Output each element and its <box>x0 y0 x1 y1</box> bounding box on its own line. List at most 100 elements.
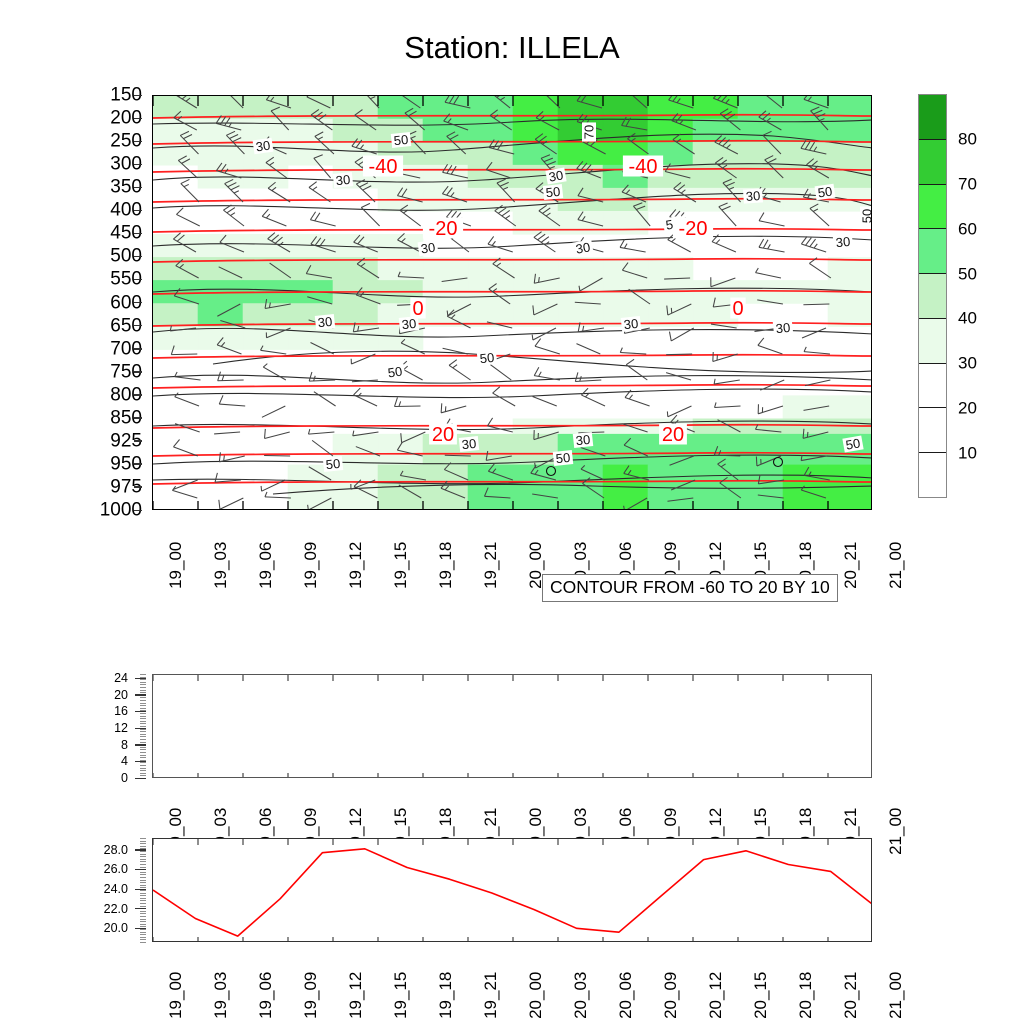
rain-minor-tick <box>140 757 146 759</box>
wind-barb <box>757 337 783 355</box>
svg-text:30: 30 <box>775 320 791 336</box>
pressure-tickmark <box>134 394 142 396</box>
wind-barb <box>310 236 336 253</box>
temp-minor-tick <box>140 931 146 933</box>
wind-barb <box>800 236 827 253</box>
wind-barb <box>442 347 469 355</box>
wind-barb <box>670 479 696 491</box>
pressure-tick-300: 300 <box>110 153 142 175</box>
wind-barb <box>717 458 739 481</box>
colorbar[interactable] <box>918 94 947 498</box>
svg-text:30: 30 <box>575 432 591 448</box>
wind-barb <box>397 233 421 253</box>
contour-closed-marker <box>772 456 784 468</box>
temp-panel <box>152 838 872 942</box>
wind-barb <box>264 298 291 309</box>
wind-barb <box>353 479 378 499</box>
wind-barb <box>440 480 466 499</box>
svg-text:50: 50 <box>555 450 571 466</box>
rain-y-axis-labels: 24 20 16 12 8 4 0 <box>40 672 150 784</box>
temp-xtick-20_03: 20_03 <box>571 971 591 1019</box>
rain-minor-tick <box>140 702 146 704</box>
temp-minor-tick <box>140 879 146 881</box>
wind-barb <box>215 115 242 131</box>
svg-text:0: 0 <box>732 298 743 320</box>
isotherm-2 <box>153 167 871 173</box>
isotherm-9 <box>153 383 871 389</box>
humidity-cell <box>332 326 379 350</box>
wind-barb <box>487 417 513 433</box>
rain-ytickmark <box>135 760 146 763</box>
pressure-tick-750: 750 <box>110 361 142 383</box>
contour-label: 50 <box>860 206 871 226</box>
wind-barb <box>622 423 648 433</box>
temp-plot[interactable] <box>152 838 872 942</box>
rain-plot[interactable] <box>152 674 872 778</box>
rain-minor-tick <box>140 715 146 717</box>
temp-minor-tick <box>140 858 146 860</box>
temp-minor-tick <box>140 840 146 842</box>
wind-barb <box>581 387 606 407</box>
contour-label: 20 <box>429 423 457 446</box>
svg-text:50: 50 <box>393 132 409 148</box>
wind-barb <box>305 265 333 279</box>
wind-barb <box>806 158 830 179</box>
wind-barb <box>308 181 331 203</box>
humidity-cell <box>827 118 871 143</box>
wind-barb <box>446 309 471 329</box>
isotherm-6 <box>153 289 871 295</box>
wind-barb <box>264 428 290 439</box>
temp-xtick-20_09: 20_09 <box>661 971 681 1019</box>
wind-barb <box>713 378 740 385</box>
temp-minor-tick <box>140 864 146 865</box>
wind-barb <box>269 262 292 279</box>
humidity-cell <box>467 257 514 281</box>
wind-barb <box>216 337 242 355</box>
wind-barb <box>578 277 603 292</box>
contour-label: 50 <box>476 350 498 366</box>
contour-label: 0 <box>730 297 746 320</box>
rh-contour-line-5 <box>153 287 871 298</box>
wind-barb <box>441 185 468 203</box>
colorbar-band-4 <box>919 274 946 319</box>
wind-barb <box>577 322 605 333</box>
pressure-tick-350: 350 <box>110 176 142 198</box>
temp-minor-tick <box>140 929 146 930</box>
wind-barb <box>665 372 692 381</box>
temp-minor-tick <box>140 884 146 886</box>
colorbar-band-2 <box>919 184 946 230</box>
wind-barb <box>402 96 421 109</box>
wind-barb <box>802 428 829 439</box>
humidity-cell <box>602 257 649 281</box>
rain-minor-tick <box>140 772 146 774</box>
rain-ytick-20: 20 <box>114 687 128 702</box>
wind-barb <box>710 277 736 288</box>
temp-minor-tick <box>140 851 146 852</box>
wind-barb <box>496 178 516 203</box>
temp-minor-tick <box>140 913 146 915</box>
wind-barb <box>170 345 198 356</box>
wind-barb <box>217 303 241 317</box>
wind-barb <box>803 405 830 411</box>
rain-minor-tick <box>140 707 146 709</box>
cross-section-plot[interactable]: 3050303030303030505050507030303030505030… <box>152 95 872 510</box>
contour-label: 30 <box>458 436 480 452</box>
main-xtick-19_18: 19_18 <box>436 541 456 589</box>
rh-contour-line-7 <box>212 350 871 373</box>
wind-barb <box>355 287 381 305</box>
wind-barb <box>492 257 515 279</box>
temp-minor-tick <box>140 861 146 863</box>
humidity-cell <box>197 96 244 120</box>
svg-text:50: 50 <box>817 184 833 201</box>
wind-barb <box>809 203 830 227</box>
wind-barb <box>483 487 511 499</box>
wind-barb <box>802 188 829 203</box>
wind-barb <box>633 202 651 227</box>
wind-barb <box>623 437 648 457</box>
wind-barb <box>396 441 423 457</box>
temp-minor-tick <box>140 871 146 873</box>
wind-barb <box>668 96 694 109</box>
temp-minor-tick <box>140 869 146 871</box>
humidity-cell <box>287 326 334 350</box>
wind-barb <box>800 455 827 462</box>
